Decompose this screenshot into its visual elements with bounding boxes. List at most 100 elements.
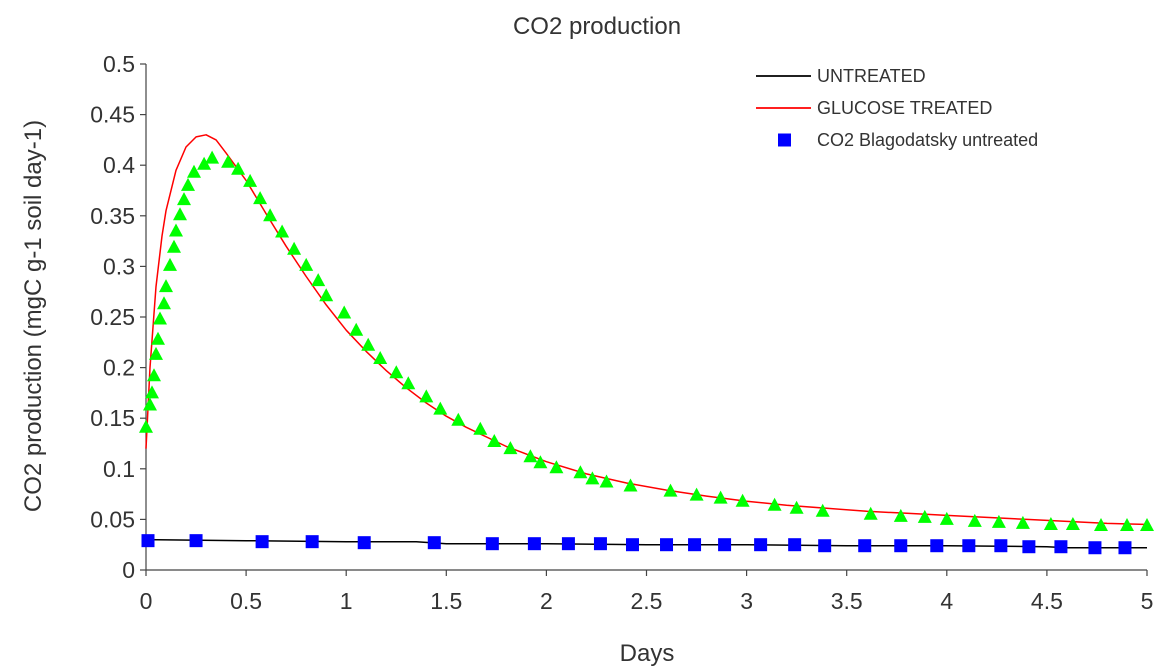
co2-blagodatsky-untreated-point — [189, 534, 203, 548]
co2-blagodatsky-untreated-point — [561, 537, 575, 551]
x-tick-label: 0 — [140, 588, 153, 614]
triangle-series-point — [573, 465, 588, 479]
triangle-series-point — [143, 397, 157, 411]
legend-co2-blagodatsky-untreated-label: CO2 Blagodatsky untreated — [817, 130, 1038, 150]
triangle-series-point — [389, 365, 404, 379]
co2-blagodatsky-untreated-point — [357, 536, 371, 550]
x-axis-label: Days — [620, 640, 675, 667]
triangle-series-point — [1140, 518, 1154, 531]
co2-blagodatsky-untreated-point — [527, 537, 541, 551]
triangle-series-point — [187, 164, 201, 178]
co2-blagodatsky-untreated-point — [962, 539, 976, 553]
triangle-series-point — [939, 511, 954, 525]
co2-blagodatsky-untreated-point — [593, 537, 607, 551]
triangle-series-point — [319, 288, 334, 302]
co2-blagodatsky-untreated-point — [1054, 540, 1068, 554]
triangle-series-point — [585, 471, 600, 485]
x-tick-label: 1.5 — [430, 588, 462, 614]
triangle-series-point — [299, 257, 314, 271]
y-tick-label: 0.5 — [103, 51, 135, 77]
triangle-series-point — [815, 503, 830, 517]
co2-blagodatsky-untreated-point — [994, 539, 1008, 553]
triangle-series-point — [549, 460, 564, 474]
triangle-series-point — [151, 331, 165, 345]
triangle-series-point — [167, 239, 181, 253]
co2-blagodatsky-untreated-point — [1088, 541, 1102, 555]
triangle-series-point — [361, 337, 376, 351]
triangle-series-point — [623, 478, 638, 492]
triangle-series-point — [917, 509, 932, 523]
triangle-series-point — [487, 434, 502, 447]
triangle-series-point — [243, 173, 258, 187]
triangle-series-point — [147, 368, 161, 382]
x-tick-label: 4.5 — [1031, 588, 1063, 614]
triangle-series-point — [221, 154, 236, 168]
x-tick-label: 3.5 — [831, 588, 863, 614]
y-tick-label: 0.2 — [103, 355, 135, 381]
triangle-series-point — [263, 208, 278, 222]
triangle-series-point — [401, 376, 416, 390]
triangle-series-point — [153, 311, 167, 325]
y-tick-label: 0.1 — [103, 456, 135, 482]
x-tick-label: 0.5 — [230, 588, 262, 614]
triangle-series-point — [1015, 515, 1030, 529]
triangle-series-point — [503, 441, 518, 455]
triangle-series-point — [275, 224, 290, 238]
legend-untreated-label: UNTREATED — [817, 66, 926, 86]
plot-area — [139, 134, 1154, 555]
co2-blagodatsky-untreated-point — [305, 535, 319, 549]
legend-glucose-treated-label: GLUCOSE TREATED — [817, 98, 992, 118]
legend: UNTREATED GLUCOSE TREATED CO2 Blagodatsky … — [756, 66, 1038, 150]
triangle-series-point — [149, 346, 163, 360]
triangle-series-point — [599, 474, 614, 488]
co2-blagodatsky-untreated-point — [688, 538, 702, 552]
x-tick-label: 1 — [340, 588, 353, 614]
triangle-series-point — [197, 156, 212, 170]
y-tick-label: 0.05 — [90, 506, 135, 532]
triangle-series-point — [863, 506, 878, 520]
x-tick-label: 4 — [940, 588, 953, 614]
triangle-series-point — [473, 421, 488, 435]
triangle-series-point — [419, 389, 434, 403]
triangle-series-point — [139, 419, 153, 433]
x-tick-label: 5 — [1141, 588, 1154, 614]
x-tick-label: 2.5 — [631, 588, 663, 614]
co2-blagodatsky-untreated-point — [818, 539, 832, 553]
triangle-series-point — [893, 508, 908, 522]
co2-blagodatsky-untreated-point — [485, 537, 499, 551]
triangle-series-point — [145, 385, 159, 399]
co2-blagodatsky-untreated-point — [718, 538, 732, 552]
co2-blagodatsky-untreated-point — [141, 534, 155, 548]
chart-title: CO2 production — [513, 13, 681, 40]
x-tick-label: 2 — [540, 588, 553, 614]
co2-blagodatsky-untreated-point — [894, 539, 908, 553]
y-tick-label: 0.25 — [90, 304, 135, 330]
triangle-series-point — [767, 497, 782, 511]
co2-blagodatsky-untreated-point — [625, 538, 639, 552]
triangle-series-point — [373, 351, 388, 364]
triangle-series-point — [337, 305, 352, 319]
triangle-series-point — [735, 493, 750, 507]
triangle-series-point — [991, 514, 1006, 528]
triangle-series-point — [1094, 518, 1108, 531]
axes: 0 0.05 0.1 0.15 0.2 0.25 0.3 0.35 0.4 0.45 0.5 0 0.5… — [90, 51, 1153, 614]
triangle-series-point — [663, 483, 678, 497]
triangle-series-point — [231, 161, 246, 175]
triangle-series-point — [169, 223, 183, 237]
y-axis-label: CO2 production (mgC g-1 soil day-1) — [20, 120, 47, 512]
triangle-series-point — [205, 150, 220, 164]
co2-blagodatsky-untreated-point — [255, 535, 269, 549]
glucose-treated-line — [145, 134, 1148, 526]
y-tick-label: 0 — [122, 557, 135, 583]
triangle-series-point — [163, 257, 177, 271]
triangle-series-point — [713, 490, 728, 504]
triangle-series-point — [173, 207, 187, 221]
triangle-series-point — [967, 513, 982, 527]
co2-blagodatsky-untreated-point — [1022, 540, 1036, 554]
co2-blagodatsky-untreated-point — [930, 539, 944, 553]
co2-blagodatsky-untreated-point — [754, 538, 768, 552]
triangle-series-point — [451, 412, 466, 426]
triangle-series-point — [523, 449, 538, 463]
co2-blagodatsky-untreated-point — [788, 538, 802, 552]
